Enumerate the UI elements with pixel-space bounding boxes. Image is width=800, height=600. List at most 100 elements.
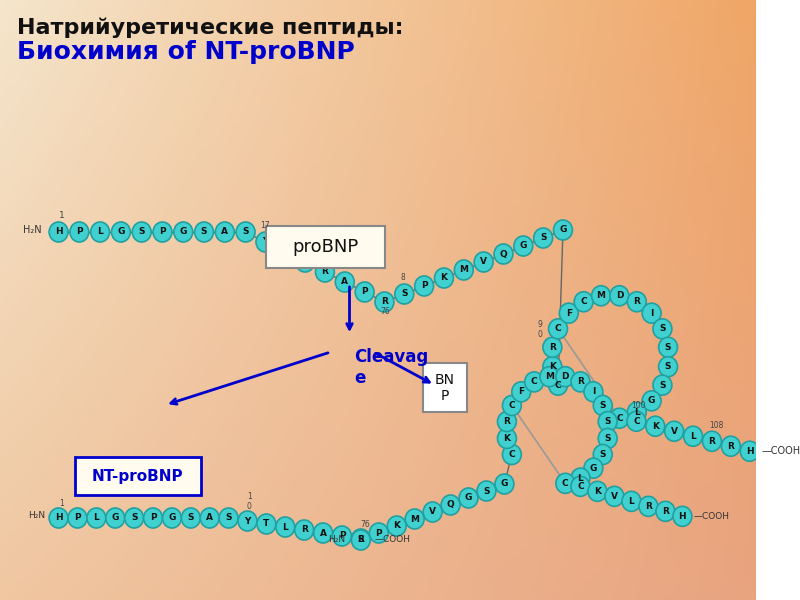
- Circle shape: [525, 372, 544, 392]
- Text: V: V: [429, 508, 436, 517]
- Circle shape: [256, 232, 275, 252]
- Text: D: D: [562, 372, 569, 381]
- Circle shape: [370, 523, 388, 543]
- Text: P: P: [150, 514, 156, 523]
- Text: K: K: [503, 434, 510, 443]
- Circle shape: [174, 222, 193, 242]
- Text: A: A: [319, 529, 326, 538]
- Text: proBNP: proBNP: [293, 238, 359, 256]
- Text: S: S: [665, 343, 671, 352]
- Text: L: L: [634, 408, 640, 417]
- Circle shape: [653, 375, 672, 395]
- Circle shape: [639, 496, 658, 517]
- Text: 8: 8: [400, 273, 405, 282]
- Circle shape: [549, 319, 567, 339]
- Circle shape: [498, 428, 516, 448]
- Circle shape: [673, 506, 692, 526]
- Circle shape: [571, 476, 590, 496]
- Circle shape: [406, 509, 424, 529]
- Text: S: S: [483, 487, 490, 496]
- Text: H₂N: H₂N: [28, 511, 46, 520]
- Circle shape: [434, 268, 454, 288]
- Text: L: L: [282, 523, 288, 532]
- Text: G: G: [520, 241, 527, 251]
- Text: 100: 100: [631, 401, 646, 410]
- Text: G: G: [179, 227, 187, 236]
- Circle shape: [592, 286, 610, 306]
- Text: C: C: [633, 417, 640, 426]
- Text: L: L: [629, 497, 634, 506]
- Text: C: C: [577, 482, 584, 491]
- Text: 1: 1: [58, 211, 64, 220]
- Text: 9
0: 9 0: [538, 320, 542, 339]
- Text: I: I: [650, 308, 654, 317]
- Text: I: I: [592, 388, 595, 397]
- Circle shape: [459, 488, 478, 508]
- Text: S: S: [605, 434, 611, 443]
- Circle shape: [627, 292, 646, 312]
- Text: C: C: [580, 297, 587, 306]
- Circle shape: [219, 508, 238, 528]
- Circle shape: [494, 244, 513, 264]
- Text: R: R: [549, 343, 556, 352]
- FancyBboxPatch shape: [74, 457, 202, 495]
- Text: T: T: [263, 520, 270, 529]
- Circle shape: [194, 222, 214, 242]
- Text: H: H: [746, 447, 754, 456]
- Text: 108: 108: [710, 421, 724, 430]
- Circle shape: [111, 222, 130, 242]
- Circle shape: [125, 508, 143, 528]
- Text: NT-proBNP: NT-proBNP: [92, 469, 184, 484]
- Text: T: T: [282, 247, 288, 257]
- Circle shape: [333, 526, 351, 546]
- Circle shape: [571, 468, 590, 488]
- Text: L: L: [578, 473, 583, 482]
- Text: BN
P: BN P: [435, 373, 455, 403]
- Circle shape: [622, 491, 641, 511]
- Circle shape: [502, 445, 522, 464]
- Circle shape: [276, 517, 294, 537]
- Circle shape: [588, 481, 607, 502]
- Text: R: R: [709, 437, 715, 446]
- Text: G: G: [465, 493, 472, 503]
- FancyBboxPatch shape: [266, 226, 386, 268]
- Circle shape: [351, 530, 370, 550]
- Text: R: R: [727, 442, 734, 451]
- Text: K: K: [652, 422, 658, 431]
- Text: M: M: [459, 265, 468, 275]
- Text: R: R: [645, 502, 652, 511]
- Text: C: C: [509, 450, 515, 459]
- Text: M: M: [410, 514, 419, 523]
- Circle shape: [658, 337, 678, 358]
- Circle shape: [162, 508, 182, 528]
- Circle shape: [375, 292, 394, 312]
- Circle shape: [215, 222, 234, 242]
- Circle shape: [665, 421, 684, 441]
- Circle shape: [236, 222, 255, 242]
- Circle shape: [559, 303, 578, 323]
- Text: R: R: [577, 377, 584, 386]
- Circle shape: [556, 473, 574, 493]
- Text: K: K: [549, 362, 556, 371]
- Text: K: K: [594, 487, 601, 496]
- Circle shape: [642, 303, 661, 323]
- Text: —COOH: —COOH: [375, 535, 411, 544]
- Text: S: S: [358, 535, 364, 545]
- Text: P: P: [159, 227, 166, 236]
- Circle shape: [543, 356, 562, 377]
- Circle shape: [627, 411, 646, 431]
- Circle shape: [610, 408, 629, 428]
- Text: G: G: [168, 514, 176, 523]
- Circle shape: [684, 426, 702, 446]
- Text: R: R: [503, 417, 510, 426]
- Text: V: V: [480, 257, 487, 266]
- Text: D: D: [616, 291, 623, 300]
- Circle shape: [627, 402, 646, 422]
- Circle shape: [653, 319, 672, 339]
- Circle shape: [584, 382, 603, 402]
- Circle shape: [722, 436, 740, 456]
- Text: L: L: [98, 227, 103, 236]
- Circle shape: [70, 222, 89, 242]
- Circle shape: [610, 286, 629, 306]
- Text: F: F: [518, 388, 524, 397]
